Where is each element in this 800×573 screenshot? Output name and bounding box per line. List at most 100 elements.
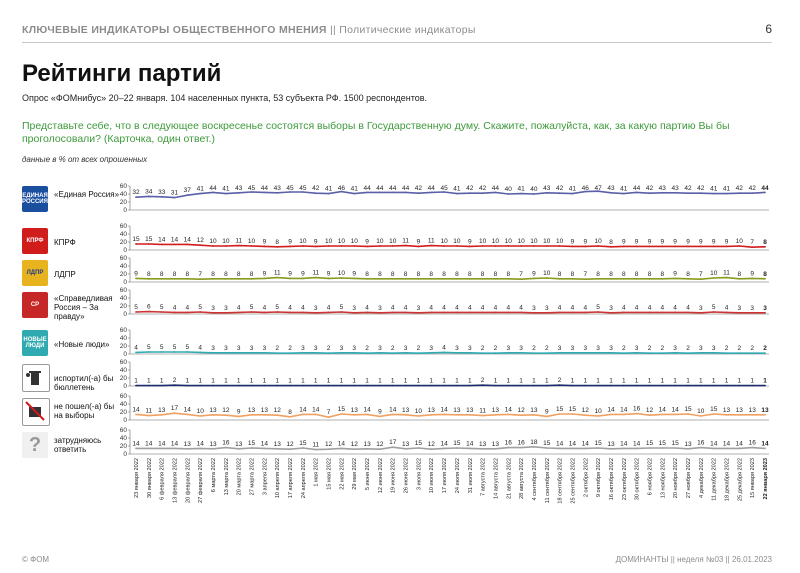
data-point (712, 351, 715, 354)
data-point (404, 351, 407, 354)
data-point (661, 352, 664, 355)
data-label: 10 (517, 238, 525, 245)
data-point (545, 245, 548, 247)
data-point (468, 245, 471, 248)
data-point (160, 311, 163, 313)
data-label: 10 (479, 238, 487, 245)
x-tick-label: 10 июля 2022 (429, 458, 435, 493)
data-label: 12 (286, 441, 294, 448)
data-label: 4 (327, 304, 331, 311)
data-point (764, 447, 766, 450)
data-label: 1 (198, 378, 202, 385)
data-point (635, 191, 638, 194)
x-tick-label: 11 сентября 2022 (545, 458, 551, 503)
data-point (764, 311, 766, 314)
data-label: 8 (635, 271, 639, 278)
data-point (173, 412, 176, 415)
data-point (456, 384, 458, 387)
data-point (712, 192, 715, 195)
data-label: 1 (160, 378, 164, 385)
data-point (520, 384, 522, 387)
data-point (764, 384, 766, 387)
data-point (610, 311, 612, 314)
data-label: 4 (185, 304, 189, 311)
data-point (764, 352, 766, 355)
data-point (507, 384, 510, 387)
data-point (507, 277, 510, 280)
data-label: 8 (660, 271, 664, 278)
x-tick-label: 27 марта 2022 (250, 458, 256, 495)
data-label: 15 (543, 440, 551, 447)
data-label: 8 (494, 271, 498, 278)
data-point (186, 194, 189, 197)
data-label: 3 (340, 345, 344, 352)
data-label: 14 (440, 406, 448, 413)
data-label: 1 (147, 378, 151, 385)
data-point (764, 413, 766, 416)
data-point (507, 446, 510, 449)
x-tick-label: 4 сентября 2022 (532, 458, 538, 501)
series-line (136, 445, 766, 451)
data-point (289, 245, 291, 248)
data-point (687, 277, 689, 280)
y-tick-label: 0 (123, 417, 127, 424)
data-point (314, 384, 317, 387)
data-point (212, 311, 214, 314)
data-label: 5 (250, 304, 254, 311)
data-label: 3 (404, 345, 408, 352)
data-label: 8 (391, 271, 395, 278)
data-label: 45 (440, 185, 448, 192)
data-point (597, 351, 599, 354)
data-label: 12 (325, 441, 333, 448)
data-point (494, 245, 497, 247)
data-label: 4 (673, 304, 677, 311)
data-label: 3 (378, 305, 382, 312)
data-label: 9 (622, 238, 626, 245)
data-label: 3 (429, 345, 433, 352)
series-label-novote: не пошел(-а) бы на выборы (54, 402, 115, 420)
data-point (160, 195, 163, 198)
data-label: 8 (429, 271, 433, 278)
data-label: 7 (519, 271, 523, 278)
data-label: 18 (530, 439, 538, 446)
data-label: 43 (671, 185, 679, 192)
data-label: 14 (158, 236, 166, 243)
data-label: 1 (763, 378, 767, 385)
data-label: 44 (492, 185, 500, 192)
data-point (289, 384, 291, 387)
data-label: 10 (492, 238, 500, 245)
data-label: 1 (263, 378, 267, 385)
data-point (430, 448, 433, 451)
data-label: 14 (261, 440, 269, 447)
data-point (327, 384, 330, 387)
data-label: 12 (351, 441, 359, 448)
data-label: 15 (248, 440, 256, 447)
data-label: 13 (607, 441, 615, 448)
data-label: 11 (274, 270, 281, 277)
data-label: 11 (145, 408, 152, 415)
data-label: 10 (594, 408, 602, 415)
data-label: 3 (673, 345, 677, 352)
data-point (237, 277, 240, 280)
data-label: 14 (171, 440, 179, 447)
data-label: 13 (184, 441, 192, 448)
data-label: 1 (224, 378, 228, 385)
data-point (276, 245, 279, 248)
data-label: 4 (635, 304, 639, 311)
data-label: 1 (737, 378, 741, 385)
data-point (366, 384, 368, 387)
x-tick-label: 29 мая 2022 (352, 458, 358, 490)
y-tick-label: 0 (123, 311, 127, 318)
data-label: 10 (376, 238, 384, 245)
data-point (456, 245, 458, 247)
data-point (545, 384, 548, 387)
data-label: 13 (402, 441, 410, 448)
series-label-er: «Единая Россия» (54, 190, 120, 199)
data-label: 41 (620, 186, 628, 193)
data-label: 8 (763, 271, 767, 278)
data-label: 1 (288, 378, 292, 385)
x-tick-label: 2 октября 2022 (583, 458, 589, 497)
data-point (674, 413, 676, 416)
data-point (443, 191, 445, 193)
data-label: 8 (237, 271, 241, 278)
